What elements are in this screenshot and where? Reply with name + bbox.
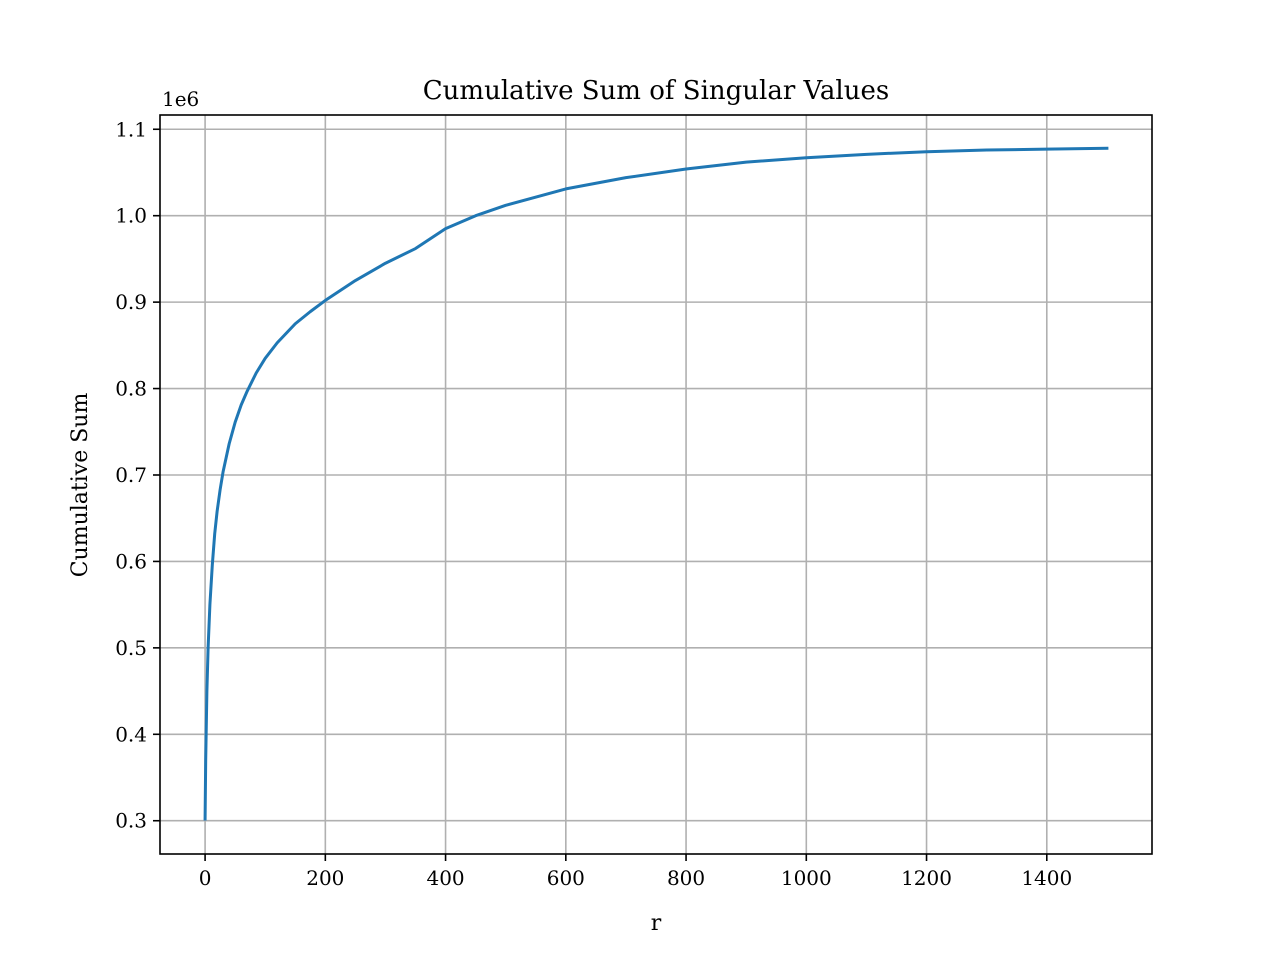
series-layer xyxy=(203,146,1109,821)
x-tick-label: 1000 xyxy=(781,866,832,890)
y-tick-label: 0.9 xyxy=(115,290,147,314)
plot-frame xyxy=(159,114,1153,855)
x-tick-label: 1400 xyxy=(1021,866,1072,890)
x-tick-label: 600 xyxy=(547,866,585,890)
y-tick-label: 0.3 xyxy=(115,809,147,833)
y-offset-label: 1e6 xyxy=(162,87,199,111)
x-tick-label: 0 xyxy=(199,866,212,890)
x-tick-label: 1200 xyxy=(901,866,952,890)
x-tick-label: 400 xyxy=(426,866,464,890)
ticks xyxy=(153,128,1048,861)
series-line xyxy=(203,146,1109,821)
y-tick-label: 0.8 xyxy=(115,377,147,401)
y-tick-label: 1.1 xyxy=(115,117,147,141)
x-axis-label: r xyxy=(651,911,662,936)
y-tick-label: 0.6 xyxy=(115,549,147,573)
chart-title: Cumulative Sum of Singular Values xyxy=(423,76,889,106)
y-tick-label: 0.5 xyxy=(115,636,147,660)
y-axis-label: Cumulative Sum xyxy=(68,393,93,578)
y-tick-label: 0.7 xyxy=(115,463,147,487)
x-tick-label: 200 xyxy=(306,866,344,890)
y-tick-label: 1.0 xyxy=(115,204,147,228)
tick-labels: 0 200 400 600 800 1000 1200 1400 0.3 0.4 0.5 0.6 0.7… xyxy=(115,117,1072,890)
y-tick-label: 0.4 xyxy=(115,722,147,746)
grid xyxy=(160,115,1152,854)
x-tick-label: 800 xyxy=(667,866,705,890)
